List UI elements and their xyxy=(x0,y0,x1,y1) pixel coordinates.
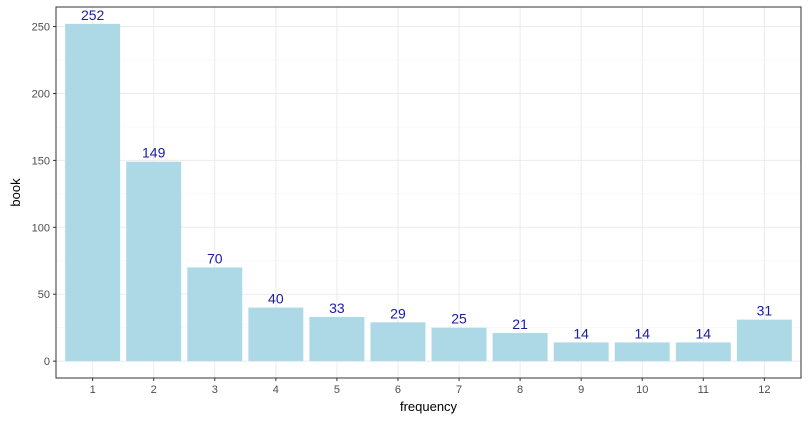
data-label-4: 40 xyxy=(268,291,284,307)
y-tick-label: 50 xyxy=(38,289,50,301)
x-tick-label: 3 xyxy=(212,384,218,396)
bar-11 xyxy=(675,342,731,362)
data-label-12: 31 xyxy=(757,303,773,319)
x-tick-label: 7 xyxy=(456,384,462,396)
y-tick-label: 200 xyxy=(32,88,50,100)
bar-6 xyxy=(370,322,426,362)
y-axis-title: book xyxy=(8,178,23,207)
y-tick-label: 0 xyxy=(44,356,50,368)
bar-8 xyxy=(492,333,548,362)
y-tick-label: 100 xyxy=(32,222,50,234)
data-label-10: 14 xyxy=(634,325,650,341)
bar-3 xyxy=(187,267,243,362)
data-label-6: 29 xyxy=(390,305,406,321)
bar-5 xyxy=(309,316,365,362)
data-label-9: 14 xyxy=(573,325,589,341)
bar-9 xyxy=(553,342,609,362)
data-label-5: 33 xyxy=(329,300,345,316)
x-axis-title: frequency xyxy=(400,399,458,414)
bar-12 xyxy=(736,319,792,362)
x-tick-label: 8 xyxy=(517,384,523,396)
panel-border xyxy=(55,6,802,379)
x-tick-label: 10 xyxy=(636,384,648,396)
data-label-11: 14 xyxy=(696,325,712,341)
y-tick-label: 150 xyxy=(32,155,50,167)
data-label-3: 70 xyxy=(207,250,223,266)
x-tick-label: 12 xyxy=(758,384,770,396)
x-tick-label: 2 xyxy=(151,384,157,396)
x-tick-label: 1 xyxy=(90,384,96,396)
x-tick-label: 11 xyxy=(698,384,709,396)
bar-10 xyxy=(614,342,670,362)
data-label-7: 25 xyxy=(451,311,467,327)
bar-2 xyxy=(126,161,182,362)
bar-4 xyxy=(248,307,304,362)
bar-1 xyxy=(65,23,121,362)
data-label-1: 252 xyxy=(81,7,105,23)
bar-7 xyxy=(431,327,487,362)
y-tick-label: 250 xyxy=(32,22,50,34)
data-label-8: 21 xyxy=(512,316,528,332)
bars xyxy=(65,23,792,362)
x-tick-label: 5 xyxy=(334,384,340,396)
x-tick-label: 6 xyxy=(395,384,401,396)
data-label-2: 149 xyxy=(142,145,166,161)
x-tick-label: 4 xyxy=(273,384,279,396)
x-tick-label: 9 xyxy=(578,384,584,396)
data-labels: 252 149 70 40 33 29 25 21 14 14 14 31 xyxy=(81,7,772,342)
